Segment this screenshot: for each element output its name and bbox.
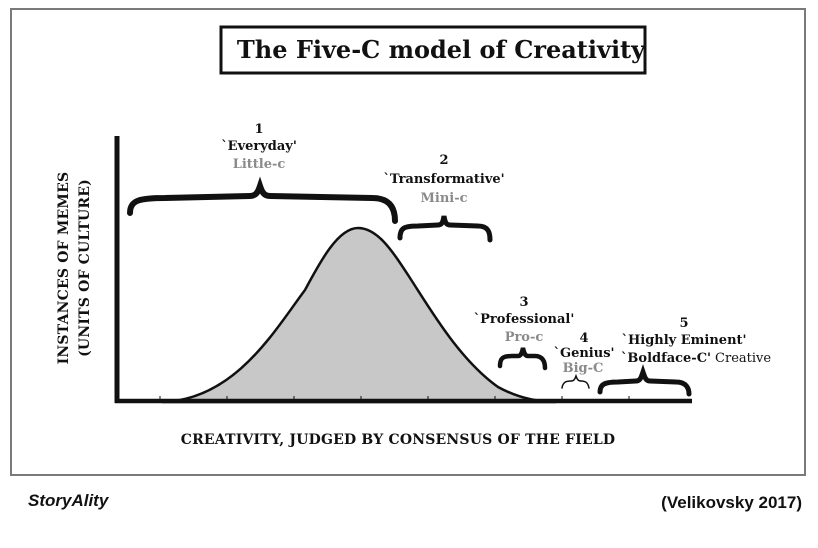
citation-label: (Velikovsky 2017)	[661, 493, 802, 512]
diagram-title: The Five-C model of Creativity	[237, 35, 646, 64]
category-number: 1	[254, 122, 263, 137]
category-label: `Boldface-C'	[621, 351, 711, 366]
category-label: Mini-c	[420, 191, 467, 206]
category-label: Little-c	[233, 157, 286, 172]
category-number: 2	[439, 153, 448, 168]
category-label-line: `Boldface-C' Creative	[621, 351, 771, 366]
category-mini-c: 2 `Transformative' Mini-c	[383, 153, 504, 206]
category-big-c: 4 `Genius' Big-C	[553, 331, 614, 376]
y-axis-label-line2: (UNITS OF CULTURE)	[77, 179, 93, 357]
x-axis-label: CREATIVITY, JUDGED BY CONSENSUS OF THE F…	[181, 432, 616, 448]
five-c-diagram: The Five-C model of Creativity INSTANCES…	[56, 25, 771, 448]
x-axis-ticks	[159, 396, 630, 401]
category-number: 3	[519, 295, 528, 310]
brace-big-c	[561, 373, 590, 389]
category-quote: `Professional'	[474, 312, 575, 327]
category-quote: `Genius'	[553, 346, 614, 361]
bell-curve	[161, 226, 557, 404]
brace-boldface-c	[597, 364, 692, 397]
brand-label: StoryAlity	[28, 491, 109, 510]
category-little-c: 1 `Everyday' Little-c	[221, 122, 297, 172]
brace-pro-c	[497, 347, 548, 371]
category-quote: `Highly Eminent'	[621, 333, 746, 348]
category-label: Pro-c	[505, 330, 544, 345]
category-quote: `Transformative'	[383, 172, 504, 187]
title-box	[219, 25, 647, 75]
brace-little-c	[127, 176, 398, 224]
category-label-suffix: Creative	[715, 351, 771, 366]
category-number: 5	[679, 316, 688, 331]
category-quote: `Everyday'	[221, 139, 297, 154]
y-axis-label: INSTANCES OF MEMES (UNITS OF CULTURE)	[56, 172, 93, 365]
category-number: 4	[579, 331, 588, 346]
category-boldface-c: 5 `Highly Eminent' `Boldface-C' Creative	[621, 316, 771, 366]
category-label: Big-C	[563, 361, 604, 376]
category-pro-c: 3 `Professional' Pro-c	[474, 295, 575, 345]
brace-mini-c	[397, 215, 493, 243]
y-axis-label-line1: INSTANCES OF MEMES	[56, 172, 72, 365]
